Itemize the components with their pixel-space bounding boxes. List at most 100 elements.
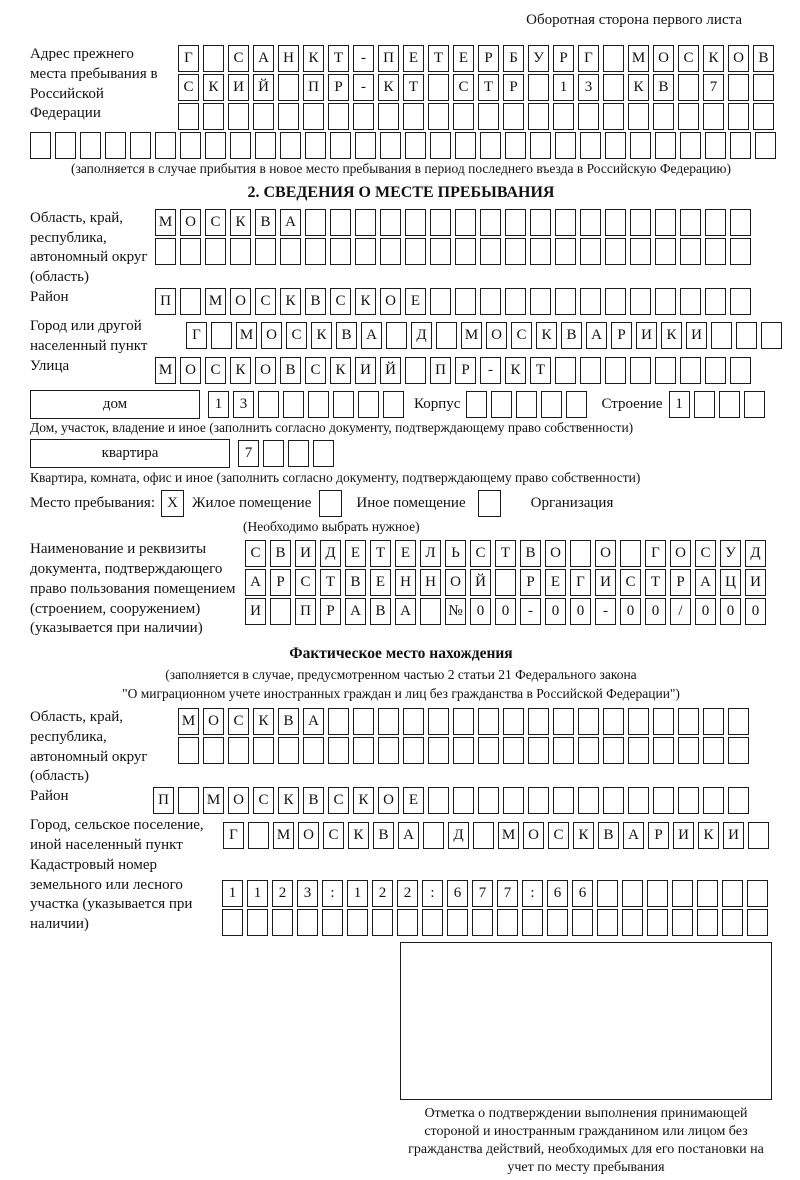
char-cell[interactable] — [423, 821, 444, 849]
char-cell[interactable]: А — [695, 569, 716, 597]
char-cell[interactable]: 0 — [495, 598, 516, 626]
char-cell[interactable] — [455, 288, 476, 316]
char-cell[interactable] — [80, 132, 101, 159]
char-cell[interactable]: 6 — [447, 879, 468, 907]
char-cell[interactable]: 1 — [222, 879, 243, 907]
char-cell[interactable] — [455, 132, 476, 159]
char-cell[interactable]: О — [595, 540, 616, 568]
char-cell[interactable]: 6 — [547, 879, 568, 907]
char-cell[interactable] — [453, 103, 474, 130]
char-cell[interactable] — [572, 908, 593, 936]
char-cell[interactable] — [255, 237, 276, 265]
char-cell[interactable] — [230, 237, 251, 265]
char-cell[interactable]: О — [378, 787, 399, 815]
char-cell[interactable] — [422, 908, 443, 936]
char-cell[interactable] — [328, 708, 349, 736]
char-cell[interactable]: Р — [455, 356, 476, 384]
char-cell[interactable] — [603, 45, 624, 72]
char-cell[interactable]: М — [236, 322, 257, 350]
char-cell[interactable] — [630, 288, 651, 316]
char-cell[interactable]: Й — [380, 356, 401, 384]
char-cell[interactable] — [453, 737, 474, 765]
char-cell[interactable] — [653, 103, 674, 130]
char-cell[interactable]: 0 — [695, 598, 716, 626]
char-cell[interactable]: Р — [670, 569, 691, 597]
char-cell[interactable] — [628, 737, 649, 765]
char-cell[interactable]: : — [522, 879, 543, 907]
char-cell[interactable] — [453, 787, 474, 815]
char-cell[interactable]: О — [180, 208, 201, 236]
char-cell[interactable]: 7 — [472, 879, 493, 907]
char-cell[interactable] — [333, 390, 354, 418]
char-cell[interactable]: Ь — [445, 540, 466, 568]
char-cell[interactable]: М — [273, 821, 294, 849]
char-cell[interactable] — [203, 103, 224, 130]
char-cell[interactable] — [347, 908, 368, 936]
char-cell[interactable] — [530, 288, 551, 316]
char-cell[interactable] — [541, 390, 563, 418]
char-cell[interactable]: М — [628, 45, 649, 72]
char-cell[interactable] — [372, 908, 393, 936]
char-cell[interactable]: М — [155, 356, 176, 384]
char-cell[interactable]: О — [545, 540, 566, 568]
char-cell[interactable] — [353, 737, 374, 765]
char-cell[interactable] — [730, 208, 751, 236]
char-cell[interactable] — [555, 288, 576, 316]
char-cell[interactable]: С — [453, 74, 474, 101]
char-cell[interactable] — [430, 132, 451, 159]
char-cell[interactable]: А — [303, 708, 324, 736]
char-cell[interactable]: С — [620, 569, 641, 597]
char-cell[interactable] — [628, 787, 649, 815]
char-cell[interactable]: С — [255, 288, 276, 316]
char-cell[interactable]: - — [353, 45, 374, 72]
checkbox-organizatsiya[interactable] — [477, 490, 501, 518]
char-cell[interactable]: С — [253, 787, 274, 815]
char-cell[interactable]: 1 — [347, 879, 368, 907]
char-cell[interactable]: М — [461, 322, 482, 350]
char-cell[interactable] — [305, 208, 326, 236]
char-cell[interactable]: К — [536, 322, 557, 350]
char-cell[interactable] — [503, 103, 524, 130]
char-cell[interactable] — [178, 787, 199, 815]
char-cell[interactable]: Й — [253, 74, 274, 101]
char-cell[interactable] — [620, 540, 641, 568]
char-cell[interactable] — [272, 908, 293, 936]
char-cell[interactable] — [255, 132, 276, 159]
checkbox-inoe[interactable] — [319, 490, 343, 518]
char-cell[interactable] — [605, 288, 626, 316]
char-cell[interactable] — [305, 132, 326, 159]
char-cell[interactable] — [480, 288, 501, 316]
char-cell[interactable] — [528, 787, 549, 815]
char-cell[interactable] — [455, 237, 476, 265]
char-cell[interactable]: Т — [428, 45, 449, 72]
char-cell[interactable] — [653, 787, 674, 815]
char-cell[interactable]: О — [523, 821, 544, 849]
char-cell[interactable] — [697, 908, 718, 936]
char-cell[interactable] — [278, 103, 299, 130]
char-cell[interactable] — [530, 237, 551, 265]
char-cell[interactable]: 6 — [572, 879, 593, 907]
char-cell[interactable] — [247, 908, 268, 936]
char-cell[interactable] — [403, 103, 424, 130]
char-cell[interactable]: - — [480, 356, 501, 384]
char-cell[interactable] — [555, 237, 576, 265]
char-cell[interactable] — [405, 208, 426, 236]
char-cell[interactable] — [472, 908, 493, 936]
char-cell[interactable]: М — [178, 708, 199, 736]
char-cell[interactable] — [516, 390, 538, 418]
char-cell[interactable] — [578, 103, 599, 130]
char-cell[interactable]: С — [328, 787, 349, 815]
char-cell[interactable]: И — [636, 322, 657, 350]
char-cell[interactable]: № — [445, 598, 466, 626]
char-cell[interactable] — [730, 237, 751, 265]
char-cell[interactable]: В — [278, 708, 299, 736]
char-cell[interactable]: К — [505, 356, 526, 384]
char-cell[interactable]: 0 — [720, 598, 741, 626]
char-cell[interactable] — [297, 908, 318, 936]
char-cell[interactable]: : — [422, 879, 443, 907]
char-cell[interactable] — [553, 737, 574, 765]
char-cell[interactable]: В — [345, 569, 366, 597]
checkbox-zhiloe[interactable]: X — [161, 490, 184, 518]
char-cell[interactable] — [436, 322, 457, 350]
char-cell[interactable] — [330, 237, 351, 265]
